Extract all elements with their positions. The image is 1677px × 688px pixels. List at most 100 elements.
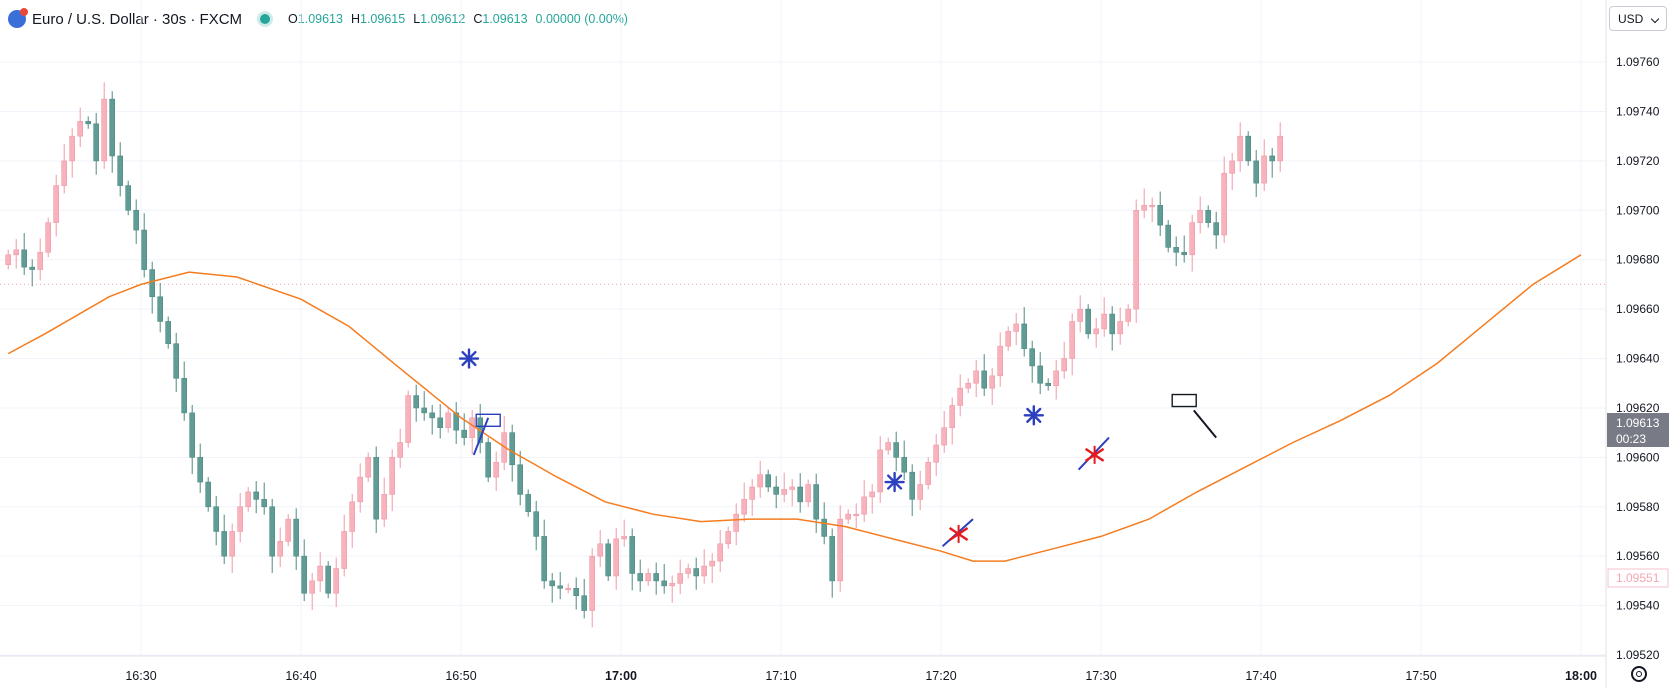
candle-body bbox=[981, 370, 988, 389]
candle-body bbox=[957, 387, 964, 406]
candle-body bbox=[245, 491, 251, 508]
candle-body bbox=[1021, 323, 1028, 349]
candle-body bbox=[789, 486, 796, 490]
asterisk-marker bbox=[458, 348, 480, 369]
moving-average-line bbox=[7, 254, 1582, 562]
x-tick-label: 17:50 bbox=[1405, 669, 1436, 683]
gear-icon[interactable] bbox=[1631, 666, 1647, 682]
candle-body bbox=[453, 412, 460, 431]
candle-body bbox=[381, 494, 388, 520]
candle-body bbox=[885, 442, 892, 451]
candle-body bbox=[781, 489, 788, 495]
close-value: 1.09613 bbox=[482, 12, 528, 26]
close-label: C bbox=[473, 12, 483, 26]
candle-body bbox=[997, 345, 1004, 377]
symbol-title[interactable]: Euro / U.S. Dollar · 30s · FXCM bbox=[32, 10, 243, 28]
candle-body bbox=[1157, 205, 1163, 226]
candle-body bbox=[285, 518, 292, 542]
x-tick-label: 17:00 bbox=[605, 669, 637, 683]
candle-body bbox=[1189, 222, 1195, 256]
candle-body bbox=[69, 135, 75, 162]
y-tick-label: 1.09660 bbox=[1616, 302, 1660, 316]
y-tick-label: 1.09520 bbox=[1616, 648, 1660, 662]
candle-body bbox=[797, 486, 804, 503]
x-tick-label: 16:50 bbox=[445, 669, 476, 683]
x-tick-label: 16:40 bbox=[285, 669, 316, 683]
candle-body bbox=[605, 543, 612, 577]
candle-body bbox=[205, 481, 211, 508]
candle-body bbox=[1181, 251, 1187, 256]
candle-body bbox=[237, 506, 243, 532]
candle-body bbox=[525, 494, 532, 513]
candle-body bbox=[397, 442, 404, 458]
candle-body bbox=[861, 496, 868, 515]
candle-body bbox=[813, 484, 820, 520]
candle-body bbox=[85, 121, 91, 125]
candle-body bbox=[741, 499, 748, 515]
candle-body bbox=[349, 501, 356, 532]
candle-body bbox=[117, 155, 123, 186]
candle-body bbox=[333, 568, 340, 594]
candle-body bbox=[949, 405, 956, 429]
candle-body bbox=[309, 580, 316, 594]
candle-body bbox=[1269, 155, 1275, 162]
candle-body bbox=[293, 518, 300, 557]
y-tick-label: 1.09620 bbox=[1616, 401, 1660, 415]
candle-body bbox=[5, 254, 11, 265]
currency-select[interactable]: USD bbox=[1609, 6, 1667, 31]
candle-body bbox=[613, 538, 620, 577]
low-label: L bbox=[413, 12, 421, 26]
y-tick-label: 1.09760 bbox=[1616, 55, 1660, 69]
candle-body bbox=[461, 429, 468, 438]
candle-body bbox=[357, 476, 364, 503]
candle-body bbox=[637, 573, 644, 582]
candle-body bbox=[909, 471, 916, 500]
candle-body bbox=[1237, 135, 1243, 162]
candle-body bbox=[1261, 155, 1267, 184]
candle-body bbox=[1085, 308, 1091, 335]
x-tick-label: 17:10 bbox=[765, 669, 796, 683]
candle-body bbox=[541, 536, 548, 582]
candle-body bbox=[773, 486, 780, 495]
candle-body bbox=[165, 321, 171, 345]
candle-body bbox=[1037, 365, 1043, 384]
candle-body bbox=[565, 587, 572, 591]
candle-body bbox=[677, 573, 684, 584]
market-status-icon[interactable] bbox=[260, 14, 271, 24]
candle-body bbox=[709, 560, 716, 567]
candle-body bbox=[533, 511, 540, 537]
candle-body bbox=[93, 123, 99, 162]
x-tick-label: 16:30 bbox=[125, 669, 156, 683]
candle-body bbox=[749, 486, 756, 500]
asterisk-marker bbox=[884, 471, 905, 493]
candle-body bbox=[485, 442, 492, 478]
y-tick-label: 1.09560 bbox=[1616, 549, 1660, 563]
candle-body bbox=[125, 185, 131, 211]
candle-body bbox=[1093, 328, 1099, 335]
candle-body bbox=[1229, 160, 1235, 174]
candle-body bbox=[965, 382, 972, 389]
candle-body bbox=[1133, 209, 1139, 310]
candle-body bbox=[733, 513, 740, 532]
box-marker bbox=[1171, 393, 1197, 408]
candle-body bbox=[157, 296, 163, 322]
y-tick-label: 1.09640 bbox=[1616, 352, 1660, 366]
y-tick-label: 1.09600 bbox=[1616, 450, 1660, 464]
candle-body bbox=[29, 266, 36, 270]
candle-body bbox=[301, 555, 308, 594]
candle-body bbox=[1005, 331, 1012, 347]
candle-body bbox=[469, 417, 476, 438]
open-label: O bbox=[288, 12, 298, 26]
candle-body bbox=[389, 457, 396, 495]
x-tick-label: 17:20 bbox=[925, 669, 956, 683]
candle-body bbox=[933, 444, 940, 463]
candle-body bbox=[549, 580, 556, 587]
candle-body bbox=[629, 536, 636, 574]
candle-body bbox=[1069, 321, 1075, 359]
candle-body bbox=[1149, 205, 1155, 208]
candle-body bbox=[429, 412, 436, 419]
candle-body bbox=[181, 377, 187, 414]
candle-body bbox=[509, 432, 516, 466]
candle-body bbox=[141, 229, 147, 270]
